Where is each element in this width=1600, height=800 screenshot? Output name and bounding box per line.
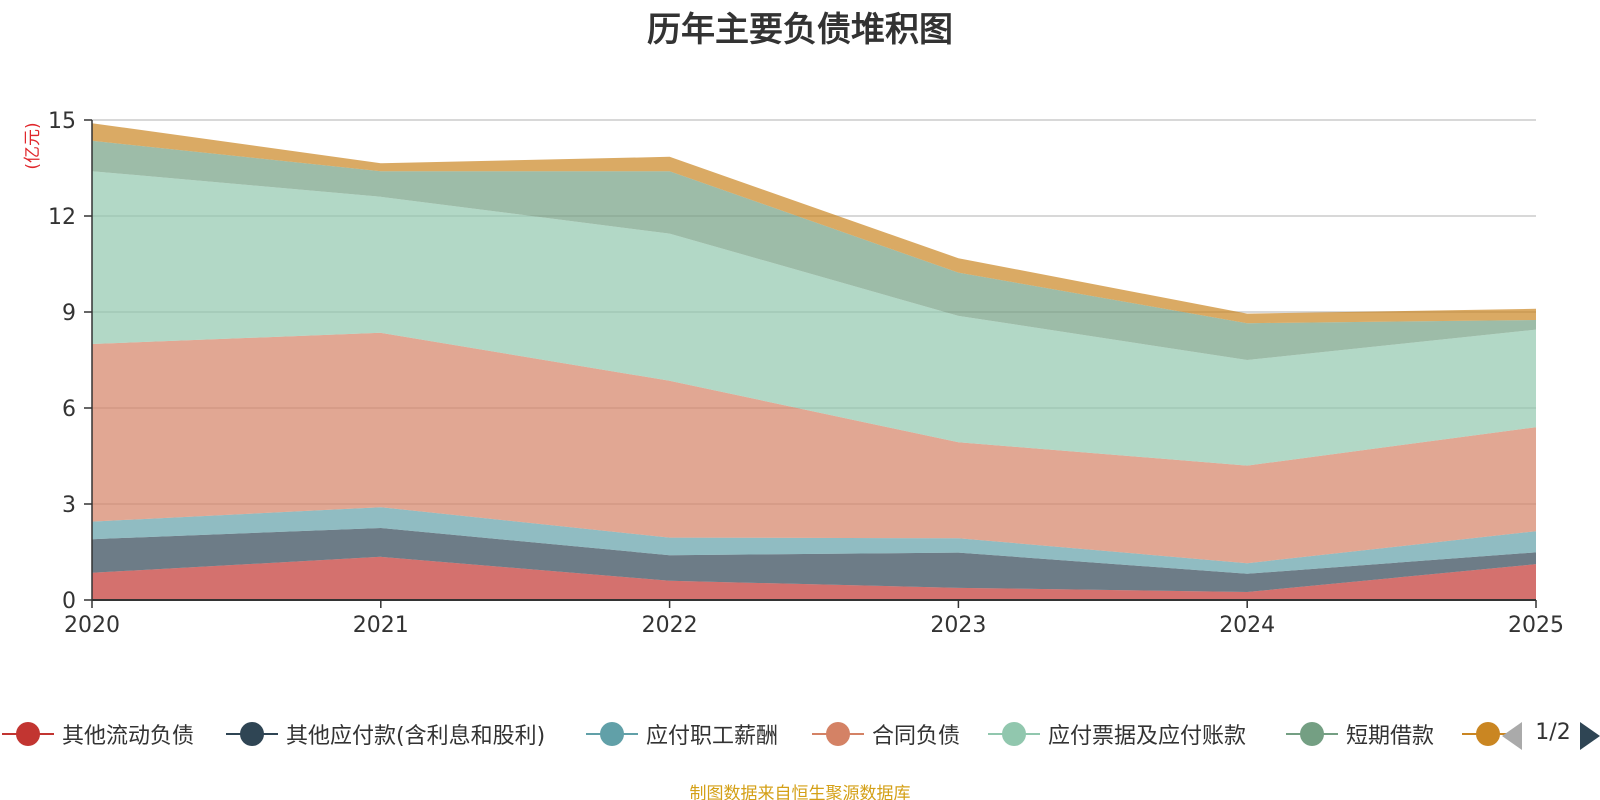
area-series-5[interactable] (92, 140, 1536, 360)
y-tick-label: 0 (62, 589, 76, 614)
area-series-3[interactable] (92, 332, 1536, 564)
legend-pager: 1/2 (1498, 714, 1600, 754)
legend-marker-icon (988, 720, 1040, 748)
x-tick-label: 2023 (930, 613, 986, 638)
legend-marker-icon (812, 720, 864, 748)
legend-prev-arrow-icon[interactable] (1502, 722, 1522, 750)
y-tick-label: 15 (48, 109, 76, 134)
legend-item[interactable]: 短期借款 (1286, 714, 1434, 754)
legend-label: 应付职工薪酬 (646, 724, 779, 749)
y-tick-label: 3 (62, 493, 76, 518)
y-tick-label: 12 (48, 205, 76, 230)
legend-label: 短期借款 (1346, 724, 1435, 749)
legend-marker-icon (2, 720, 54, 748)
legend: 其他流动负债 其他应付款(含利息和股利) 应付职工薪酬 合同负债 应付票据及应付账款 短期… (0, 714, 1600, 754)
chart-title: 历年主要负债堆积图 (647, 10, 953, 50)
y-tick-label: 9 (62, 301, 76, 326)
x-tick-label: 2022 (642, 613, 698, 638)
legend-label: 其他流动负债 (62, 724, 195, 749)
legend-item[interactable]: 应付票据及应付账款 (988, 714, 1246, 754)
area-series-0[interactable] (92, 556, 1536, 600)
chart-plot: 0 3 6 9 12 15 2020 2021 2022 2023 2024 2025 (亿元) (23, 109, 1564, 638)
legend-item[interactable]: 其他应付款(含利息和股利) (226, 714, 545, 754)
legend-page-indicator: 1/2 (1535, 720, 1571, 745)
legend-label: 应付票据及应付账款 (1048, 724, 1247, 749)
y-axis-unit: (亿元) (23, 122, 43, 169)
area-series-2[interactable] (92, 507, 1536, 574)
legend-marker-icon (586, 720, 638, 748)
x-tick-label: 2021 (353, 613, 409, 638)
x-tick-label: 2025 (1508, 613, 1564, 638)
legend-marker-icon (226, 720, 278, 748)
legend-item[interactable]: 应付职工薪酬 (586, 714, 778, 754)
y-tick-label: 6 (62, 397, 76, 422)
source-note: 制图数据来自恒生聚源数据库 (689, 784, 911, 800)
legend-item[interactable] (1462, 714, 1522, 754)
area-series-6[interactable] (92, 123, 1536, 324)
legend-label: 其他应付款(含利息和股利) (286, 724, 546, 749)
legend-next-arrow-icon[interactable] (1580, 722, 1600, 750)
x-tick-label: 2024 (1219, 613, 1275, 638)
legend-marker-icon (1462, 720, 1514, 748)
area-series-1[interactable] (92, 528, 1536, 592)
legend-item[interactable]: 其他流动负债 (2, 714, 194, 754)
legend-marker-icon (1286, 720, 1338, 748)
area-series-4[interactable] (92, 171, 1536, 466)
legend-item[interactable]: 合同负债 (812, 714, 960, 754)
x-tick-label: 2020 (64, 613, 120, 638)
legend-label: 合同负债 (872, 724, 961, 749)
